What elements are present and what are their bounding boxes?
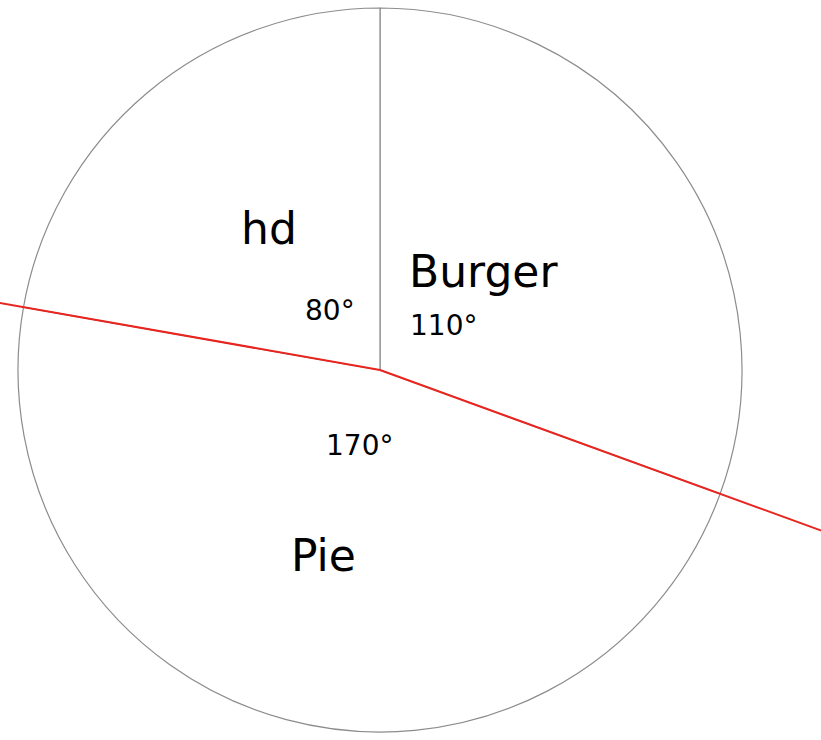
svg-text:Burger: Burger xyxy=(409,246,558,297)
svg-text:110°: 110° xyxy=(410,309,477,342)
svg-text:Pie: Pie xyxy=(291,530,356,581)
svg-text:80°: 80° xyxy=(305,294,355,327)
svg-text:170°: 170° xyxy=(326,429,393,462)
svg-text:hd: hd xyxy=(241,203,297,254)
